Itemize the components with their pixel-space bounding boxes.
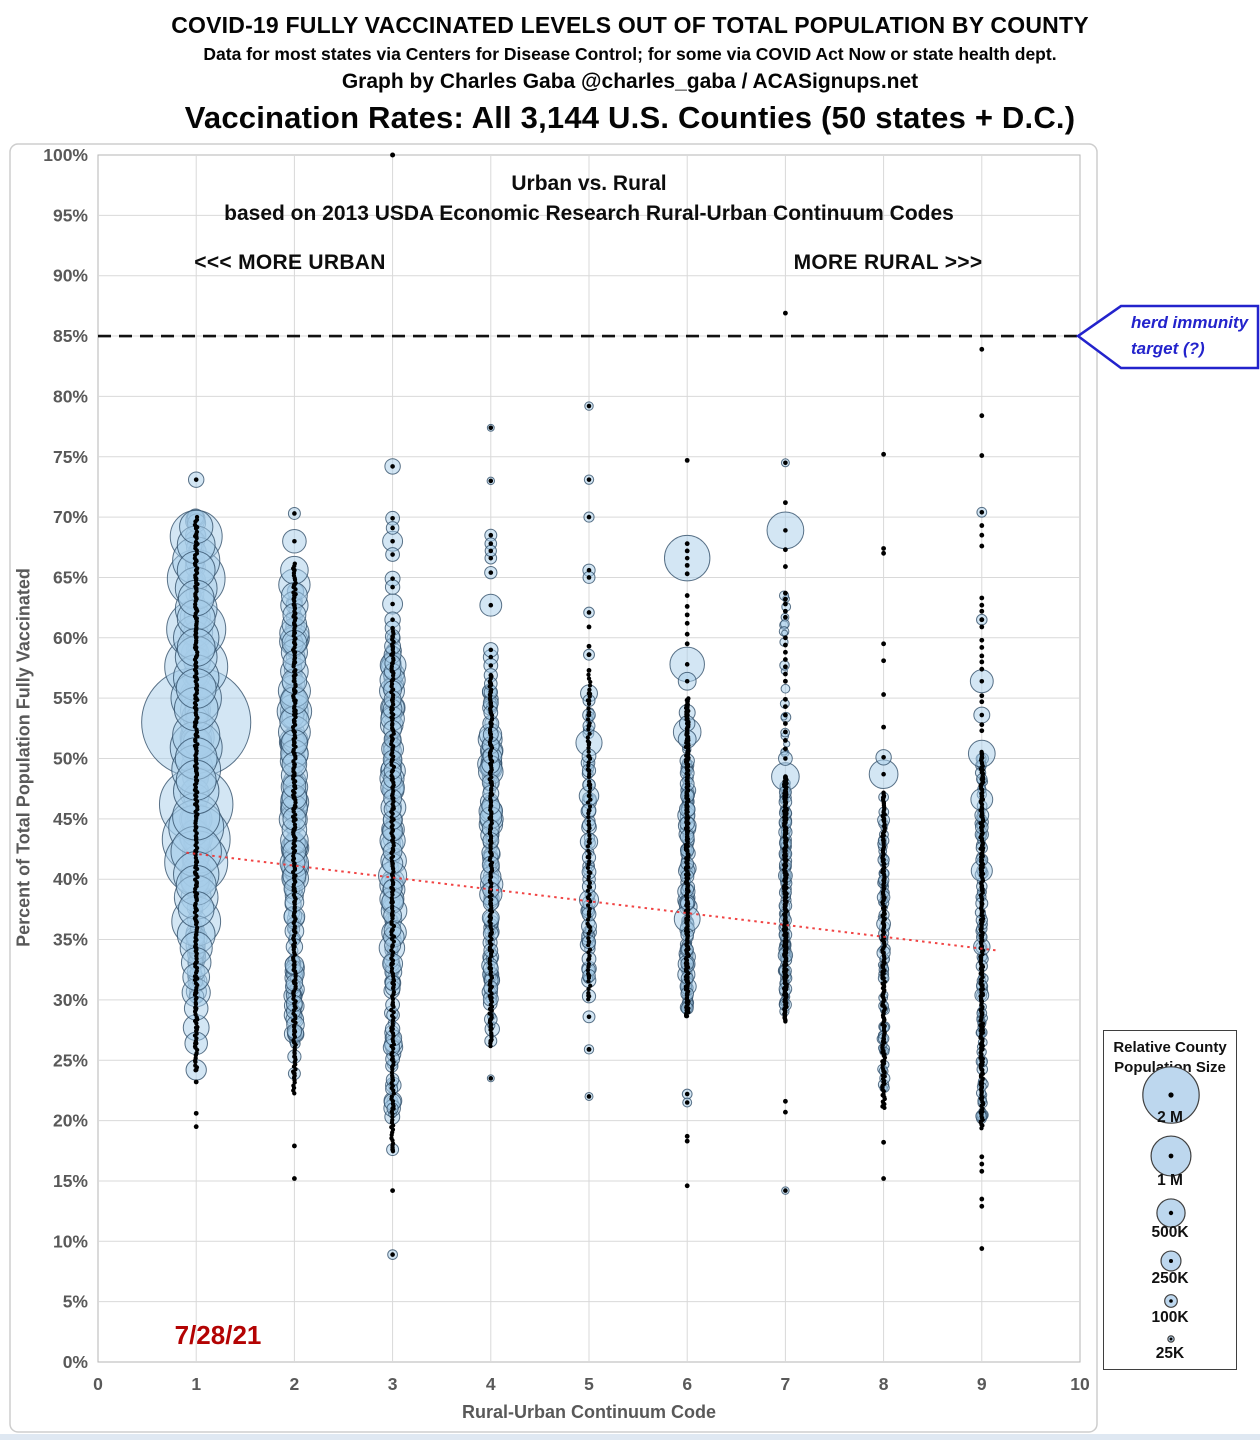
legend-item-label: 100K — [1151, 1309, 1189, 1326]
x-axis-title: Rural-Urban Continuum Code — [462, 1402, 716, 1422]
herd-immunity-callout-line1: herd immunity — [1131, 313, 1249, 332]
svg-text:5: 5 — [584, 1374, 594, 1394]
date-label: 7/28/21 — [174, 1320, 262, 1350]
svg-text:30%: 30% — [53, 990, 88, 1010]
herd-immunity-callout: herd immunity target (?) — [1131, 310, 1256, 362]
svg-text:75%: 75% — [53, 447, 88, 467]
y-axis-title: Percent of Total Population Fully Vaccin… — [13, 568, 34, 947]
chart-source-note: Data for most states via Centers for Dis… — [203, 44, 1057, 64]
svg-text:2: 2 — [290, 1374, 300, 1394]
annotation-continuum-codes: based on 2013 USDA Economic Research Rur… — [224, 202, 954, 225]
legend-item-label: 1 M — [1157, 1172, 1183, 1189]
legend-bubbles — [1142, 1066, 1200, 1343]
svg-text:25%: 25% — [53, 1050, 88, 1070]
annotation-more-urban: <<< MORE URBAN — [194, 251, 386, 274]
svg-text:95%: 95% — [53, 205, 88, 225]
svg-text:6: 6 — [682, 1374, 692, 1394]
legend-title-line1: Relative County — [1113, 1039, 1227, 1056]
bottom-strip — [0, 1434, 1260, 1440]
page-title: Vaccination Rates: All 3,144 U.S. Counti… — [184, 100, 1076, 135]
svg-text:70%: 70% — [53, 507, 88, 527]
svg-text:45%: 45% — [53, 809, 88, 829]
svg-text:3: 3 — [388, 1374, 398, 1394]
svg-text:20%: 20% — [53, 1111, 88, 1131]
svg-text:8: 8 — [879, 1374, 889, 1394]
svg-text:0%: 0% — [63, 1352, 89, 1372]
svg-text:100%: 100% — [43, 145, 88, 165]
svg-text:15%: 15% — [53, 1171, 88, 1191]
svg-text:85%: 85% — [53, 326, 88, 346]
svg-text:0: 0 — [93, 1374, 103, 1394]
herd-immunity-callout-line2: target (?) — [1131, 339, 1205, 358]
svg-text:55%: 55% — [53, 688, 88, 708]
svg-text:10: 10 — [1070, 1374, 1090, 1394]
svg-text:80%: 80% — [53, 386, 88, 406]
legend-item-label: 500K — [1151, 1224, 1189, 1241]
annotation-urban-vs-rural: Urban vs. Rural — [511, 172, 667, 195]
svg-text:7: 7 — [781, 1374, 791, 1394]
svg-text:4: 4 — [486, 1374, 496, 1394]
legend-item-label: 250K — [1151, 1270, 1189, 1287]
svg-text:90%: 90% — [53, 266, 88, 286]
svg-text:40%: 40% — [53, 869, 88, 889]
annotation-more-rural: MORE RURAL >>> — [793, 251, 983, 274]
svg-text:9: 9 — [977, 1374, 987, 1394]
legend-item-label: 2 M — [1157, 1109, 1183, 1126]
chart-supertitle: COVID-19 FULLY VACCINATED LEVELS OUT OF … — [171, 12, 1089, 38]
svg-text:5%: 5% — [63, 1292, 89, 1312]
svg-text:50%: 50% — [53, 749, 88, 769]
svg-text:10%: 10% — [53, 1231, 88, 1251]
svg-text:60%: 60% — [53, 628, 88, 648]
svg-text:1: 1 — [191, 1374, 201, 1394]
chart-credit: Graph by Charles Gaba @charles_gaba / AC… — [341, 70, 919, 93]
legend-item-label: 25K — [1155, 1345, 1185, 1362]
svg-text:35%: 35% — [53, 930, 88, 950]
svg-text:65%: 65% — [53, 567, 88, 587]
